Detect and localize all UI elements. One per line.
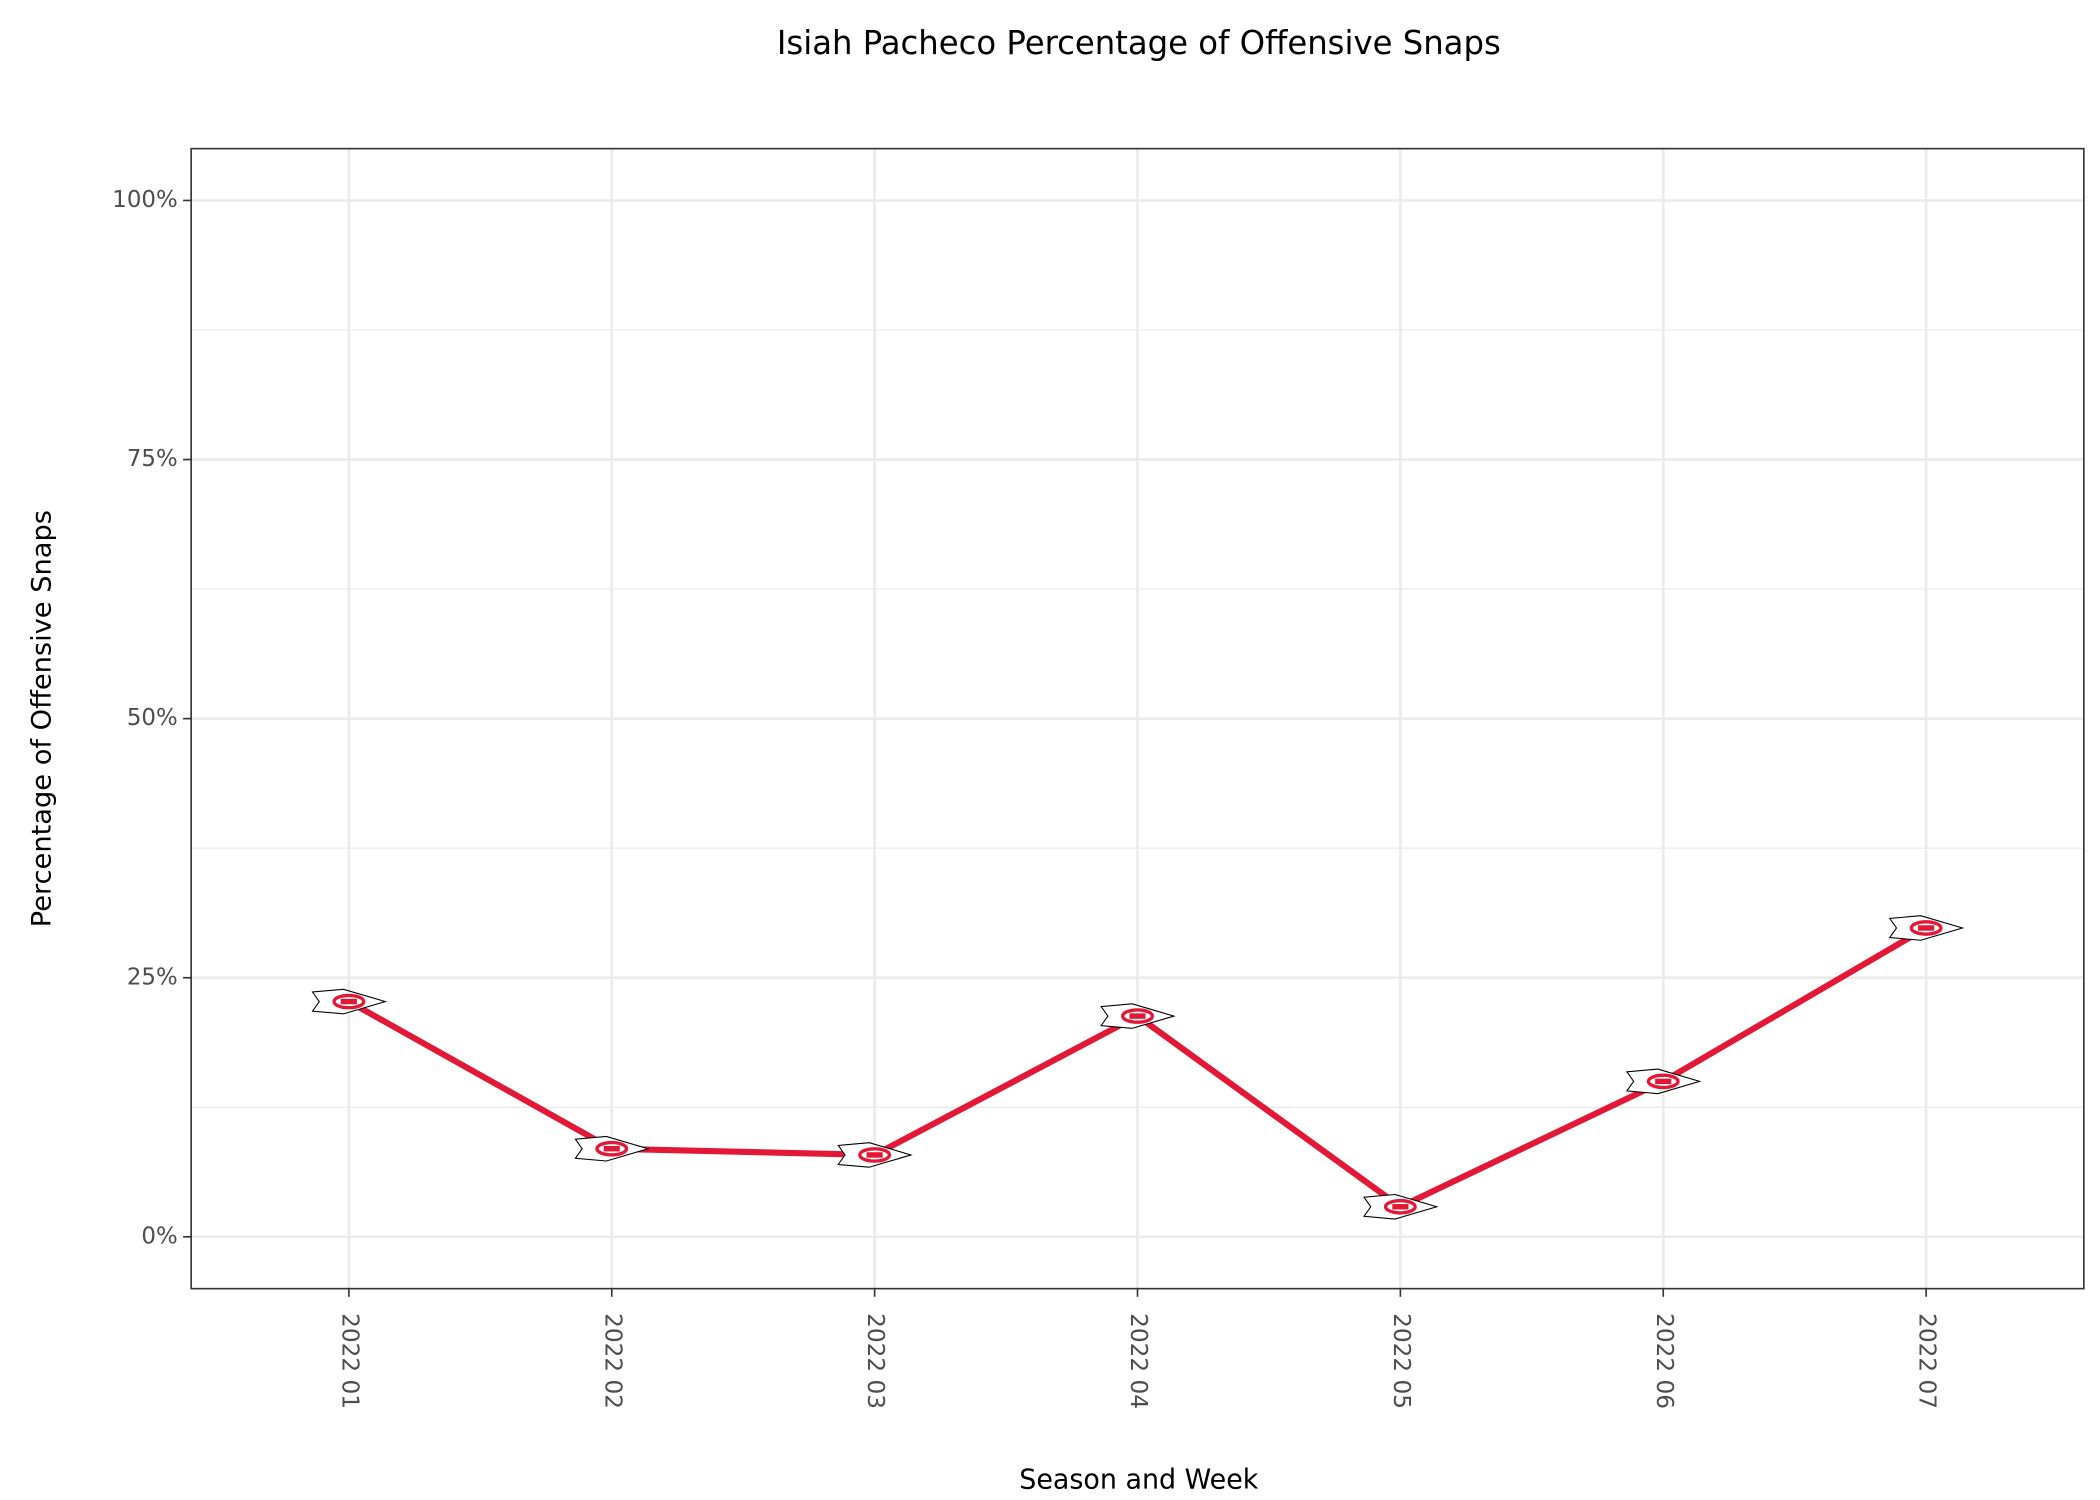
x-tick-label: 2022 03 xyxy=(862,1313,888,1409)
x-tick-label: 2022 05 xyxy=(1388,1313,1414,1409)
point-marker xyxy=(1888,915,1965,941)
point-marker xyxy=(574,1135,651,1162)
marker-logo xyxy=(1909,920,1943,936)
y-axis-title: Percentage of Offensive Snaps xyxy=(27,510,58,927)
marker-logo-letters xyxy=(1918,925,1935,931)
marker-logo xyxy=(1646,1073,1680,1090)
axes: 0% 25% 50% 75% 100% 2022 01 2022 02 2022 03 2022… xyxy=(112,187,1939,1409)
marker-logo-letters xyxy=(603,1146,620,1152)
marker-logo-letters xyxy=(340,998,357,1005)
point-marker xyxy=(1363,1193,1439,1220)
marks xyxy=(311,915,1965,1220)
x-tick-label: 2022 06 xyxy=(1651,1313,1677,1409)
marker-logo xyxy=(1383,1198,1417,1215)
marker-logo xyxy=(595,1140,629,1157)
point-marker xyxy=(837,1142,913,1168)
marker-logo-letters xyxy=(866,1152,883,1158)
x-axis-title: Season and Week xyxy=(1019,1464,1258,1495)
marker-logo-letters xyxy=(1129,1013,1146,1019)
chart-title: Isiah Pacheco Percentage of Offensive Sn… xyxy=(777,24,1501,62)
x-tick-label: 2022 02 xyxy=(599,1313,625,1409)
x-tick-label: 2022 01 xyxy=(336,1313,362,1409)
y-tick-label: 75% xyxy=(127,446,178,472)
marker-logo-letters xyxy=(1655,1078,1672,1085)
marker-logo xyxy=(332,993,366,1010)
point-marker xyxy=(1625,1068,1702,1095)
grid xyxy=(191,148,2084,1289)
x-tick-label: 2022 07 xyxy=(1914,1313,1940,1409)
x-tick-label: 2022 04 xyxy=(1125,1313,1151,1409)
point-marker xyxy=(1100,1003,1176,1029)
point-marker xyxy=(311,988,388,1015)
marker-logo xyxy=(858,1147,892,1163)
y-tick-label: 50% xyxy=(127,705,178,731)
y-tick-label: 0% xyxy=(141,1223,177,1249)
y-tick-label: 25% xyxy=(127,964,178,990)
marker-logo-letters xyxy=(1392,1204,1409,1210)
y-tick-label: 100% xyxy=(112,187,177,213)
marker-logo xyxy=(1121,1008,1154,1024)
